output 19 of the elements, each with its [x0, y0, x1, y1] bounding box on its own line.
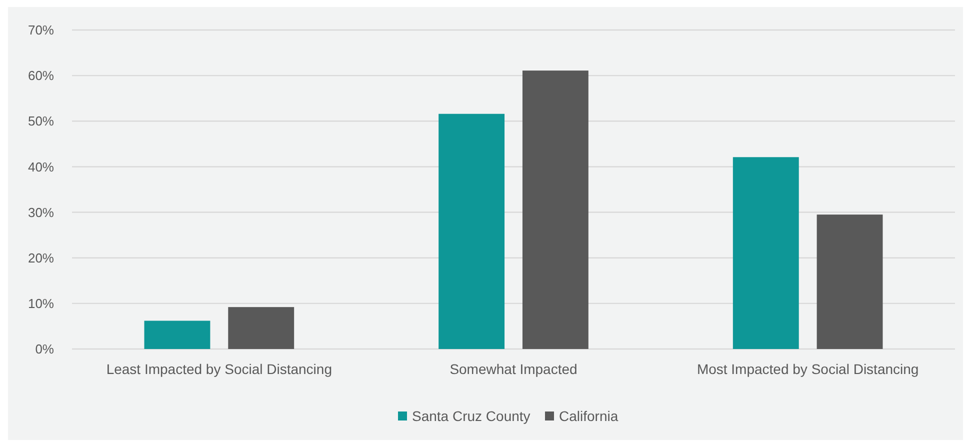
- y-tick-label: 20%: [28, 250, 54, 266]
- y-tick-label: 50%: [28, 114, 54, 129]
- x-tick-label: Somewhat Impacted: [450, 361, 578, 377]
- y-tick-label: 30%: [28, 204, 54, 220]
- x-tick-label: Least Impacted by Social Distancing: [106, 361, 332, 377]
- x-tick-label: Most Impacted by Social Distancing: [696, 361, 919, 377]
- bar: [522, 70, 588, 349]
- bar: [228, 307, 294, 349]
- y-tick-label: 40%: [28, 159, 54, 174]
- y-tick-label: 60%: [28, 68, 54, 84]
- bar: [144, 320, 210, 349]
- legend-label: Santa Cruz County: [412, 408, 530, 424]
- legend-label: California: [559, 408, 618, 424]
- y-tick-label: 70%: [28, 22, 54, 38]
- bar: [438, 114, 505, 349]
- bar: [816, 214, 883, 349]
- bar: [732, 157, 799, 349]
- y-tick-label: 10%: [28, 296, 54, 311]
- y-tick-label: 0%: [35, 342, 54, 357]
